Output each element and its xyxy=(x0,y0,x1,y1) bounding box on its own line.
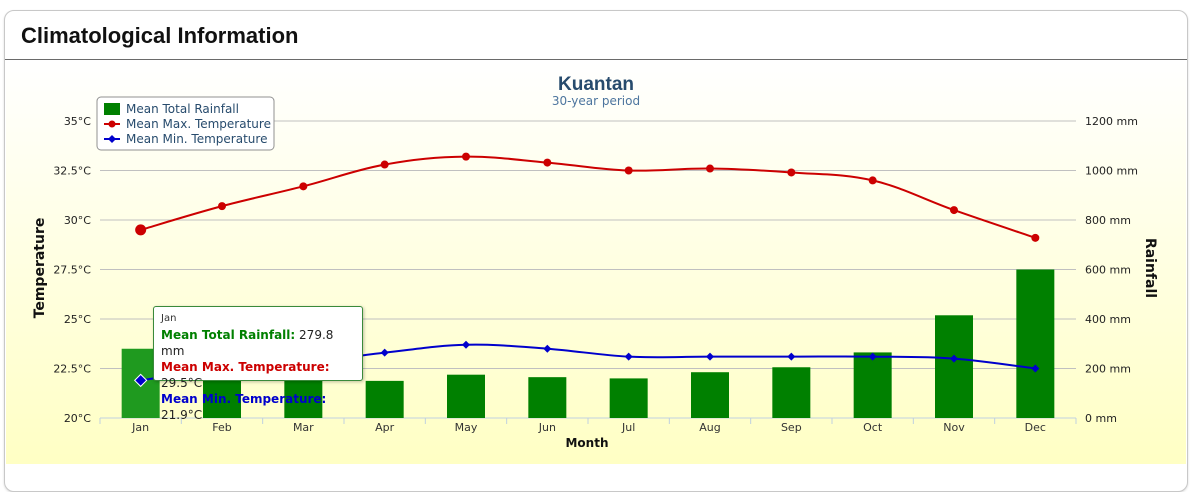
x-tick-label: Dec xyxy=(1025,421,1046,434)
left-tick-label: 25°C xyxy=(64,313,91,326)
x-tick-label: Mar xyxy=(293,421,314,434)
max-temp-point xyxy=(868,176,877,185)
rainfall-bar xyxy=(853,352,892,418)
tooltip-label: Mean Min. Temperature xyxy=(161,392,322,406)
min-temp-point xyxy=(706,352,714,361)
x-tick-label: May xyxy=(455,421,478,434)
rainfall-bar xyxy=(447,374,485,418)
tooltip-row-min-temp: Mean Min. Temperature: 21.9°C xyxy=(161,392,327,422)
tooltip-row-max-temp: Mean Max. Temperature: 29.5°C xyxy=(161,360,330,390)
tooltip-month: Jan xyxy=(161,313,177,324)
rainfall-bar xyxy=(691,372,729,418)
rainfall-bar xyxy=(609,378,648,418)
max-temp-point xyxy=(950,206,958,215)
max-temp-point xyxy=(462,152,470,161)
rainfall-bar xyxy=(772,367,811,418)
x-tick-label: Sep xyxy=(781,421,802,434)
chart-subtitle: 30-year period xyxy=(552,94,640,108)
x-tick-label: Aug xyxy=(699,421,720,434)
right-tick-label: 600 mm xyxy=(1085,264,1131,277)
panel-header: Climatological Information xyxy=(5,11,1187,60)
right-tick-label: 0 mm xyxy=(1085,412,1117,425)
right-tick-label: 1200 mm xyxy=(1085,115,1138,128)
x-tick-label: Nov xyxy=(943,421,965,434)
min-temp-point xyxy=(462,340,470,349)
left-tick-label: 30°C xyxy=(64,214,91,227)
tooltip-row-rainfall: Mean Total Rainfall: 279.8 mm xyxy=(161,328,334,358)
rainfall-bar xyxy=(284,380,323,418)
x-tick-label: Apr xyxy=(375,421,395,434)
x-tick-label: Oct xyxy=(863,421,883,434)
left-tick-label: 22.5°C xyxy=(53,363,91,376)
tooltip-label: Mean Total Rainfall xyxy=(161,328,291,342)
tooltip-value: 279.8 mm xyxy=(161,328,334,358)
legend-marker xyxy=(108,120,116,128)
legend-label: Mean Min. Temperature xyxy=(126,132,267,146)
x-axis-title: Month xyxy=(565,436,608,450)
min-temp-point xyxy=(133,373,148,388)
min-temp-point xyxy=(868,352,877,361)
right-tick-label: 1000 mm xyxy=(1085,165,1138,178)
right-tick-label: 400 mm xyxy=(1085,313,1131,326)
max-temp-point xyxy=(380,160,389,169)
max-temp-point xyxy=(1031,233,1040,242)
tooltip-value: 29.5°C xyxy=(161,376,203,390)
x-tick-label: Jan xyxy=(131,421,149,434)
max-temp-point xyxy=(706,164,714,173)
min-temp-point xyxy=(380,348,389,357)
legend-label: Mean Total Rainfall xyxy=(126,102,239,116)
left-tick-label: 27.5°C xyxy=(53,264,91,277)
legend-box xyxy=(96,96,275,151)
x-tick-label: Feb xyxy=(212,421,231,434)
legend-label: Mean Max. Temperature xyxy=(126,117,271,131)
max-temp-point xyxy=(624,166,633,175)
legend-marker xyxy=(108,135,116,143)
tooltip-value: 21.9°C xyxy=(161,408,203,422)
min-temp-point xyxy=(950,354,958,363)
rainfall-bar xyxy=(528,377,567,418)
panel-title: Climatological Information xyxy=(21,23,299,48)
chart-title: Kuantan xyxy=(558,74,634,95)
right-axis-title: Rainfall xyxy=(1142,238,1158,298)
rainfall-bar xyxy=(1016,269,1055,418)
rainfall-bar xyxy=(935,315,973,418)
max-temp-line xyxy=(140,155,1036,239)
max-temp-point xyxy=(543,158,552,167)
x-tick-label: Jun xyxy=(538,421,556,434)
max-temp-point xyxy=(787,168,796,177)
left-tick-label: 32.5°C xyxy=(53,165,91,178)
tooltip-label: Mean Max. Temperature xyxy=(161,360,325,374)
right-tick-label: 200 mm xyxy=(1085,363,1131,376)
climate-chart: 20°C 22.5°C 25°C 27.5°C 30°C 32.5°C 35°C 0 mm 20… xyxy=(6,62,1186,464)
min-temp-point xyxy=(787,352,796,361)
left-tick-label: 35°C xyxy=(64,115,91,128)
data-tooltip: Jan Mean Total Rainfall: 279.8 mm Mean M… xyxy=(153,306,363,422)
x-tick-label: Jul xyxy=(621,421,635,434)
rainfall-bar xyxy=(365,380,404,418)
left-axis-title: Temperature xyxy=(32,218,48,319)
rainfall-bar xyxy=(203,374,241,418)
min-temp-point xyxy=(624,352,633,361)
axes: 20°C 22.5°C 25°C 27.5°C 30°C 32.5°C 35°C 0 mm 20… xyxy=(53,115,1138,434)
left-tick-label: 20°C xyxy=(64,412,91,425)
min-temp-point xyxy=(543,344,552,353)
legend-swatch xyxy=(104,103,120,115)
max-temp-point xyxy=(299,182,308,191)
rainfall-bars xyxy=(121,269,1055,418)
right-tick-label: 800 mm xyxy=(1085,214,1131,227)
max-temp-point xyxy=(135,224,147,236)
min-temp-point xyxy=(1031,364,1040,373)
max-temp-point xyxy=(218,202,226,211)
